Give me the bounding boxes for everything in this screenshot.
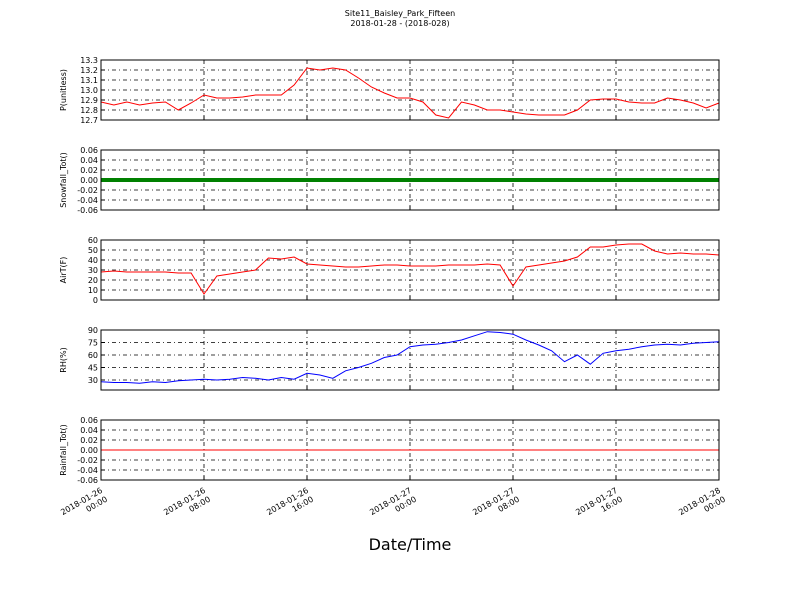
y-tick-label: 10 <box>88 286 98 295</box>
plot-frame <box>100 149 720 211</box>
y-tick-label: 60 <box>88 236 98 245</box>
chart-subtitle: 2018-01-28 - (2018-028) <box>350 19 449 28</box>
y-tick-label: -0.06 <box>77 476 98 485</box>
data-line <box>100 331 720 384</box>
y-tick-label: 13.1 <box>80 76 98 85</box>
y-tick-label: 50 <box>88 246 98 255</box>
y-tick-label: 0.00 <box>80 176 98 185</box>
x-tick-label: 2018-01-2608:00 <box>162 486 212 526</box>
y-axis-label: Rainfall_Tot() <box>59 424 68 476</box>
y-tick-label: -0.02 <box>77 186 98 195</box>
y-tick-label: 0.02 <box>80 166 98 175</box>
y-axis-label: RH(%) <box>59 347 68 372</box>
y-tick-label: 0.02 <box>80 436 98 445</box>
x-tick-label: 2018-01-2616:00 <box>265 486 315 526</box>
y-tick-label: 13.3 <box>80 56 98 65</box>
y-tick-label: 75 <box>88 339 98 348</box>
y-axis-label: AirT(F) <box>59 257 68 284</box>
y-tick-label: 0.06 <box>80 146 98 155</box>
y-tick-label: -0.06 <box>77 206 98 215</box>
y-tick-label: 30 <box>88 376 98 385</box>
x-tick-label: 2018-01-2708:00 <box>471 486 521 526</box>
data-line <box>100 67 720 119</box>
y-tick-label: 20 <box>88 276 98 285</box>
plot-frame <box>100 59 720 121</box>
y-tick-label: 40 <box>88 256 98 265</box>
y-tick-label: 12.7 <box>80 116 98 125</box>
y-tick-label: 13.2 <box>80 66 98 75</box>
x-tick-label: 2018-01-2800:00 <box>677 486 727 526</box>
y-tick-label: 0.06 <box>80 416 98 425</box>
y-axis-label: Snowfall_Tot() <box>59 152 68 208</box>
y-tick-label: 0.04 <box>80 426 98 435</box>
data-line <box>100 243 720 295</box>
y-tick-label: 13.0 <box>80 86 98 95</box>
y-tick-label: 12.8 <box>80 106 98 115</box>
y-axis-label: P(unitless) <box>59 69 68 111</box>
y-tick-label: 0 <box>93 296 98 305</box>
chart-title: Site11_Baisley_Park_Fifteen <box>345 9 455 18</box>
y-tick-label: 0.00 <box>80 446 98 455</box>
y-tick-label: -0.04 <box>77 196 98 205</box>
y-tick-label: 45 <box>88 364 98 373</box>
x-tick-label: 2018-01-2600:00 <box>59 486 109 526</box>
plot-frame <box>100 239 720 301</box>
y-tick-label: 0.04 <box>80 156 98 165</box>
y-tick-label: 60 <box>88 351 98 360</box>
plot-frame <box>100 329 720 391</box>
y-tick-label: 12.9 <box>80 96 98 105</box>
y-tick-label: 30 <box>88 266 98 275</box>
plot-frame <box>100 419 720 481</box>
x-axis-label: Date/Time <box>369 535 452 554</box>
x-tick-label: 2018-01-2716:00 <box>574 486 624 526</box>
y-tick-label: -0.02 <box>77 456 98 465</box>
y-tick-label: -0.04 <box>77 466 98 475</box>
x-tick-label: 2018-01-2700:00 <box>368 486 418 526</box>
y-tick-label: 90 <box>88 326 98 335</box>
